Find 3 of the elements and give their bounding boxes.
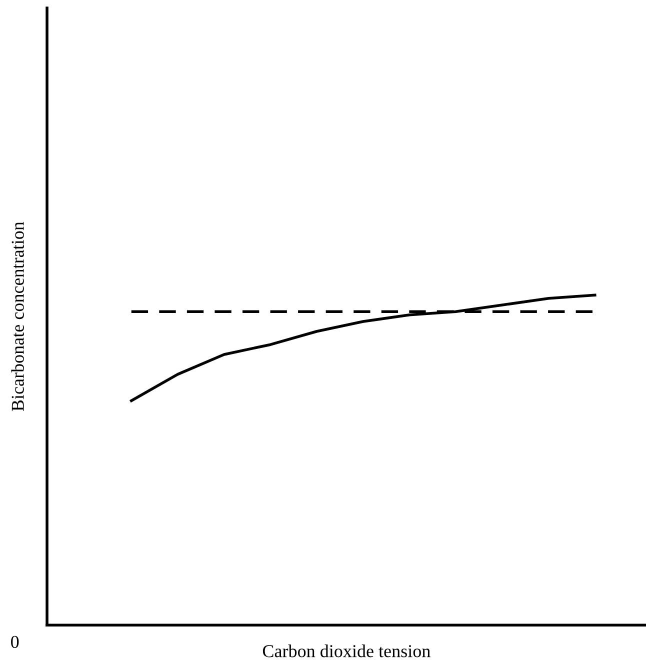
text: 0: [11, 636, 19, 648]
x-axis-title: Carbon dioxide tension: [262, 644, 430, 658]
y-axis-title: Bicarbonate concentration: [11, 222, 24, 412]
